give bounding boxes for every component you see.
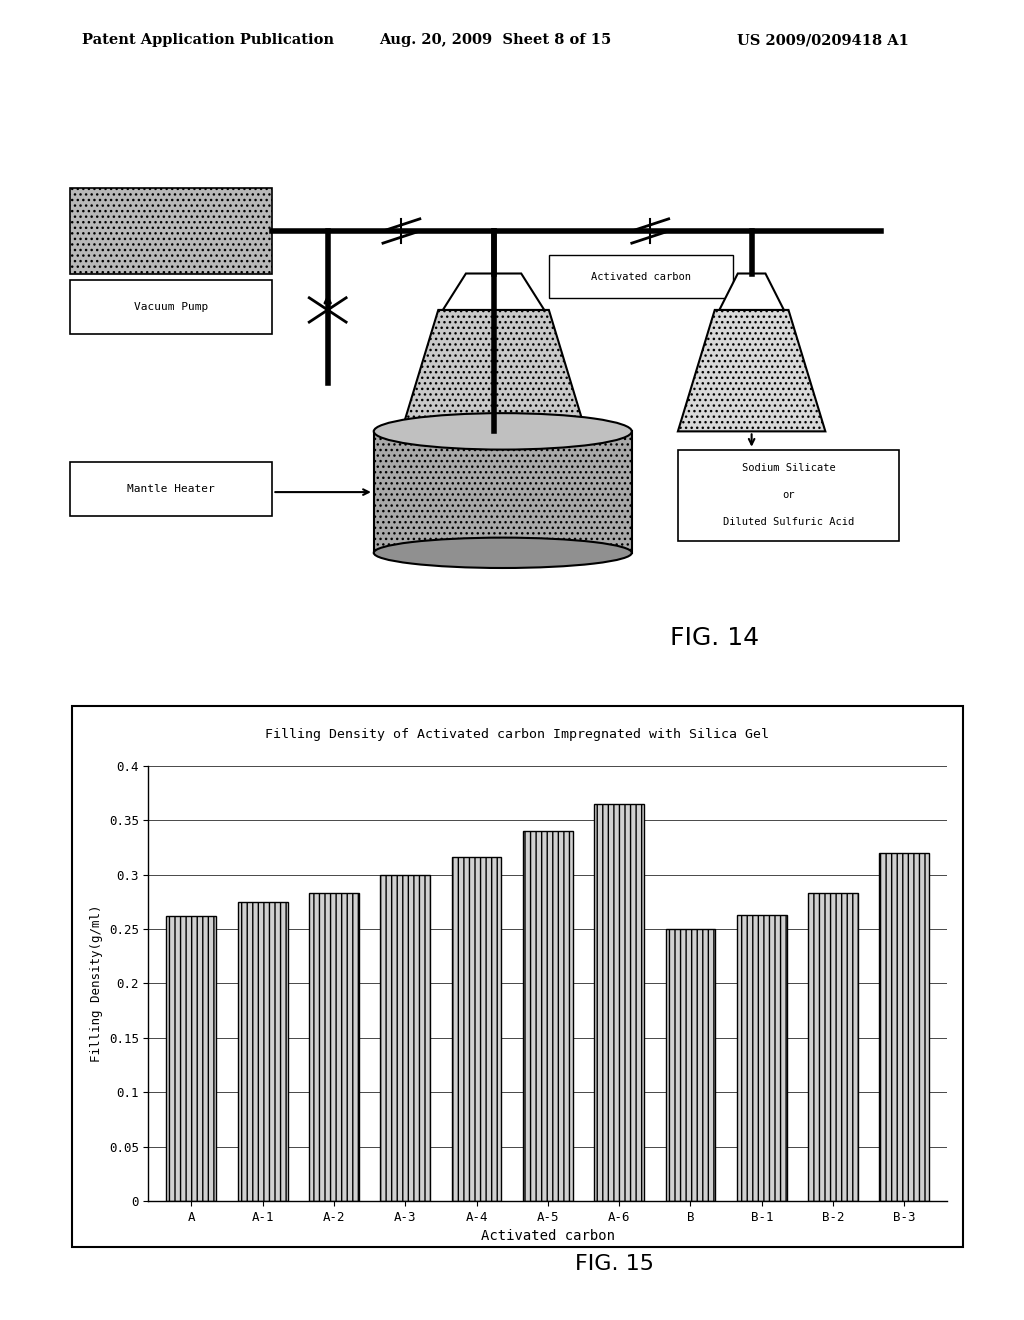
- Bar: [166, 916, 216, 1201]
- FancyBboxPatch shape: [549, 255, 733, 298]
- Text: US 2009/0209418 A1: US 2009/0209418 A1: [737, 33, 909, 48]
- Bar: [737, 915, 786, 1201]
- Bar: [452, 857, 502, 1201]
- Bar: [880, 853, 930, 1201]
- Bar: [309, 894, 358, 1201]
- Text: Filling Density of Activated carbon Impregnated with Silica Gel: Filling Density of Activated carbon Impr…: [265, 727, 769, 741]
- Text: FIG. 14: FIG. 14: [670, 626, 760, 649]
- FancyBboxPatch shape: [374, 432, 632, 553]
- Text: Diluted Sulfuric Acid: Diluted Sulfuric Acid: [723, 517, 854, 528]
- Bar: [523, 832, 572, 1201]
- Text: Sodium Silicate: Sodium Silicate: [741, 463, 836, 473]
- FancyBboxPatch shape: [70, 189, 272, 273]
- Text: Mantle Heater: Mantle Heater: [127, 484, 215, 494]
- FancyBboxPatch shape: [72, 706, 963, 1247]
- Y-axis label: Filling Density(g/ml): Filling Density(g/ml): [90, 904, 103, 1063]
- FancyBboxPatch shape: [678, 450, 899, 541]
- Text: or: or: [782, 490, 795, 500]
- FancyBboxPatch shape: [70, 280, 272, 334]
- Bar: [380, 874, 430, 1201]
- FancyBboxPatch shape: [70, 462, 272, 516]
- Text: Patent Application Publication: Patent Application Publication: [82, 33, 334, 48]
- Ellipse shape: [374, 413, 632, 450]
- Bar: [666, 929, 716, 1201]
- Ellipse shape: [374, 537, 632, 568]
- Text: Aug. 20, 2009  Sheet 8 of 15: Aug. 20, 2009 Sheet 8 of 15: [379, 33, 611, 48]
- Polygon shape: [720, 273, 784, 310]
- Bar: [808, 894, 858, 1201]
- Bar: [238, 902, 288, 1201]
- Text: FIG. 15: FIG. 15: [574, 1254, 654, 1274]
- X-axis label: Activated carbon: Activated carbon: [481, 1229, 614, 1243]
- Text: Vacuum Pump: Vacuum Pump: [134, 302, 208, 312]
- Polygon shape: [678, 310, 825, 432]
- Polygon shape: [443, 273, 545, 310]
- Text: Activated carbon: Activated carbon: [591, 272, 691, 281]
- Bar: [594, 804, 644, 1201]
- Polygon shape: [401, 310, 586, 432]
